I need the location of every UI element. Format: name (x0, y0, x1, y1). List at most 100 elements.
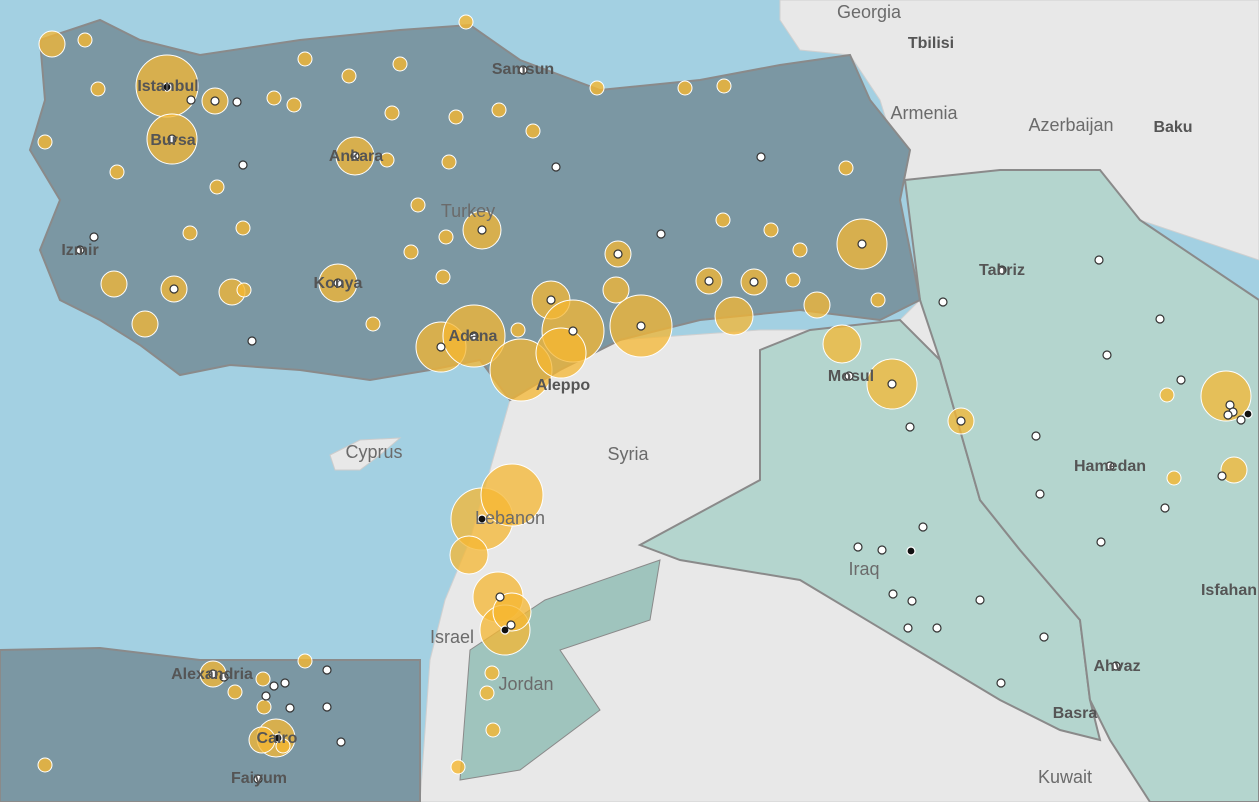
bubble (822, 324, 862, 364)
city-label: Mosul (828, 368, 874, 385)
city-label: Isfahan (1201, 582, 1257, 599)
small-marker (485, 722, 501, 738)
small-marker (715, 212, 731, 228)
small-marker (1159, 387, 1175, 403)
city-dot (500, 625, 510, 635)
markers (37, 14, 1253, 784)
city-dot (656, 229, 666, 239)
small-marker (792, 242, 808, 258)
city-dot (238, 160, 248, 170)
city-dot (749, 277, 759, 287)
city-dot (932, 623, 942, 633)
city-dot (1094, 255, 1104, 265)
small-marker (379, 152, 395, 168)
city-dot (975, 595, 985, 605)
small-marker (227, 684, 243, 700)
bubble (38, 30, 66, 58)
small-marker (785, 272, 801, 288)
country-label: Jordan (498, 674, 553, 694)
small-marker (392, 56, 408, 72)
small-marker (235, 220, 251, 236)
city-dot (333, 278, 343, 288)
country-label: Azerbaijan (1028, 115, 1113, 135)
city-dot (208, 669, 218, 679)
city-dot (167, 134, 177, 144)
city-dot (495, 592, 505, 602)
small-marker (435, 269, 451, 285)
city-dot (518, 65, 528, 75)
small-marker (255, 671, 271, 687)
city-label: Alexandria (171, 666, 253, 683)
small-marker (256, 699, 272, 715)
small-marker (209, 179, 225, 195)
small-marker (450, 759, 466, 775)
city-dot (907, 596, 917, 606)
city-label: Aleppo (536, 377, 590, 394)
city-label: Izmir (61, 242, 98, 259)
small-marker (266, 90, 282, 106)
small-marker (479, 685, 495, 701)
city-dot (1102, 350, 1112, 360)
city-dot (756, 152, 766, 162)
city-dot (997, 265, 1007, 275)
small-marker (838, 160, 854, 176)
small-marker (182, 225, 198, 241)
city-dot (877, 545, 887, 555)
country-label: Turkey (441, 201, 495, 221)
city-dot (1105, 461, 1115, 471)
labels: Georgia Armenia Azerbaijan Turkey Cyprus Syri… (61, 2, 1257, 787)
city-dot (938, 297, 948, 307)
small-marker (716, 78, 732, 94)
small-marker (441, 154, 457, 170)
city-label: Baku (1153, 119, 1192, 136)
city-dot (232, 97, 242, 107)
small-marker (525, 123, 541, 139)
city-dot (477, 225, 487, 235)
city-dot (336, 737, 346, 747)
small-marker (448, 109, 464, 125)
small-marker (109, 164, 125, 180)
city-dot (247, 336, 257, 346)
city-dot (273, 733, 283, 743)
bubble (602, 276, 630, 304)
country-label: Armenia (890, 103, 958, 123)
small-marker (491, 102, 507, 118)
bubble (803, 291, 831, 319)
small-marker (510, 322, 526, 338)
country-label: Iraq (848, 559, 879, 579)
city-dot (186, 95, 196, 105)
city-dot (853, 542, 863, 552)
cyprus (329, 437, 402, 471)
city-dot (322, 665, 332, 675)
city-dot (1035, 489, 1045, 499)
small-marker (484, 665, 500, 681)
small-marker (286, 97, 302, 113)
city-dot (546, 295, 556, 305)
small-marker (275, 738, 291, 754)
small-marker (341, 68, 357, 84)
city-dot (261, 691, 271, 701)
small-marker (297, 653, 313, 669)
city-dot (210, 96, 220, 106)
city-dot (89, 232, 99, 242)
country-label: Cyprus (345, 442, 402, 462)
city-dot (1155, 314, 1165, 324)
city-label: Konya (314, 275, 363, 292)
bubble (449, 535, 489, 575)
city-dot (322, 702, 332, 712)
city-dot (285, 703, 295, 713)
city-dot (162, 82, 172, 92)
city-label: Ahvaz (1093, 658, 1140, 675)
small-marker (403, 244, 419, 260)
egypt (0, 646, 421, 802)
city-dot (551, 162, 561, 172)
small-marker (870, 292, 886, 308)
city-dot (169, 284, 179, 294)
city-dot (613, 249, 623, 259)
city-dot (1223, 410, 1233, 420)
city-dot (1031, 431, 1041, 441)
jordan (459, 559, 661, 781)
small-marker (297, 51, 313, 67)
country-label: Georgia (837, 2, 902, 22)
